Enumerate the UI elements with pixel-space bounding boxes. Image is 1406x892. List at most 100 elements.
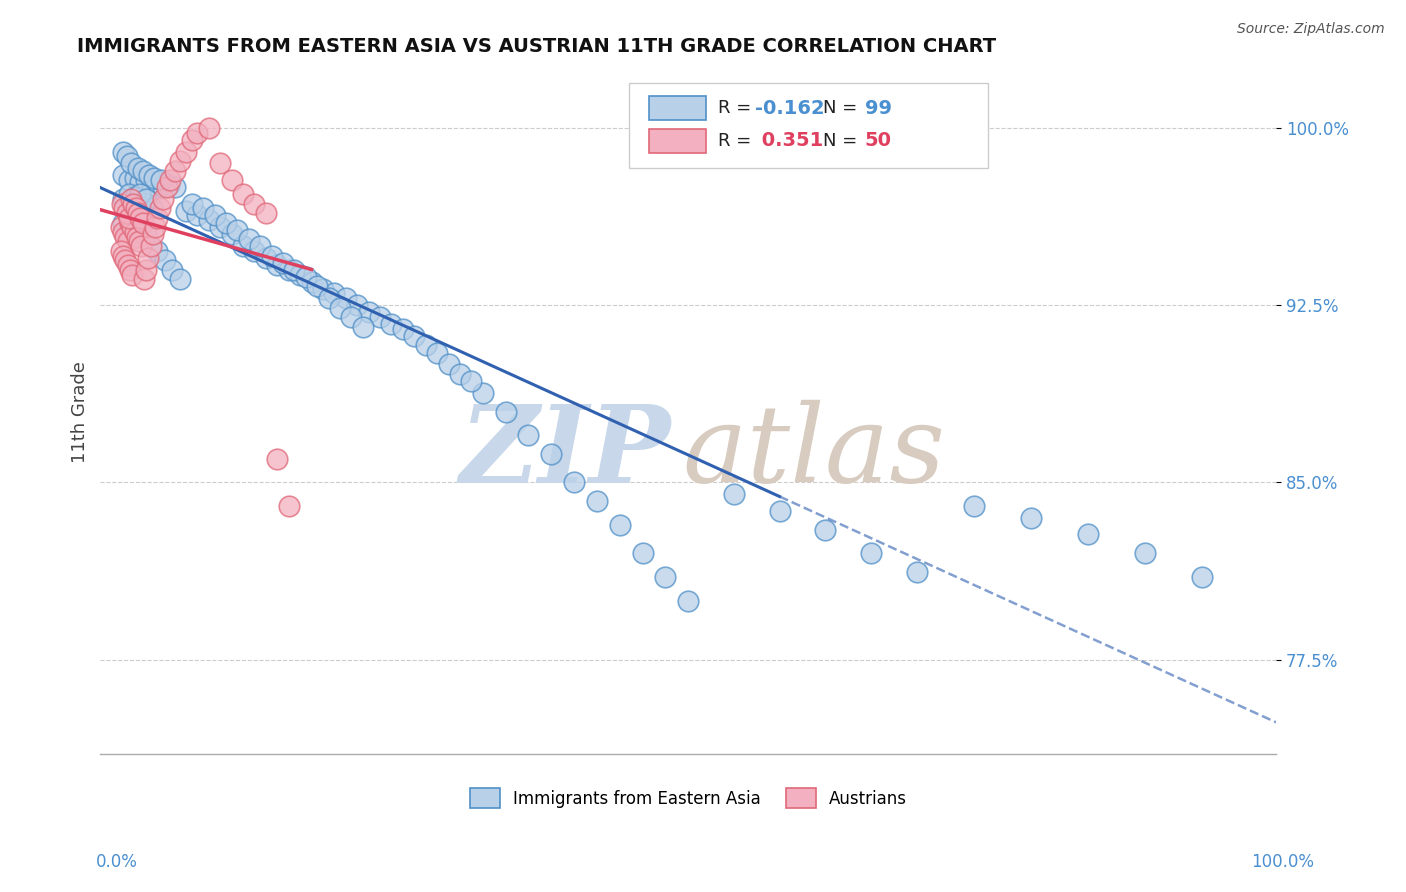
Point [517, 428, 540, 442]
Point [340, 310, 363, 324]
Point [121, 220, 143, 235]
Point [221, 173, 243, 187]
Point [859, 546, 882, 560]
Point [723, 487, 745, 501]
Point [198, 213, 221, 227]
Text: R =: R = [717, 132, 756, 150]
Point [426, 345, 449, 359]
Point [143, 170, 166, 185]
Text: 50: 50 [865, 131, 891, 151]
Point [495, 404, 517, 418]
Point [654, 570, 676, 584]
Point [266, 451, 288, 466]
Point [254, 251, 277, 265]
Point [415, 338, 437, 352]
Point [357, 305, 380, 319]
Point [120, 156, 142, 170]
Point [112, 192, 135, 206]
Point [283, 262, 305, 277]
Point [114, 229, 136, 244]
Point [127, 206, 149, 220]
Point [180, 133, 202, 147]
Point [437, 357, 460, 371]
Point [186, 126, 208, 140]
Point [215, 216, 238, 230]
Point [131, 163, 153, 178]
Point [143, 220, 166, 235]
Text: ZIP: ZIP [460, 400, 671, 506]
Point [301, 275, 323, 289]
Point [1077, 527, 1099, 541]
Point [129, 175, 152, 189]
Point [117, 258, 139, 272]
Point [174, 145, 197, 159]
Point [266, 258, 288, 272]
Point [111, 196, 134, 211]
Point [260, 249, 283, 263]
Point [471, 385, 494, 400]
Point [124, 222, 146, 236]
Point [352, 319, 374, 334]
Point [135, 196, 157, 211]
Point [238, 232, 260, 246]
Text: -0.162: -0.162 [755, 98, 825, 118]
Point [562, 475, 585, 490]
Point [135, 173, 157, 187]
Point [157, 178, 180, 192]
Point [209, 156, 232, 170]
Point [243, 244, 266, 258]
Point [141, 178, 163, 192]
Y-axis label: 11th Grade: 11th Grade [72, 360, 89, 463]
Point [768, 504, 790, 518]
Point [110, 244, 132, 258]
Point [118, 173, 141, 187]
Point [118, 187, 141, 202]
Point [631, 546, 654, 560]
Point [226, 222, 249, 236]
Point [186, 209, 208, 223]
Point [135, 192, 157, 206]
Point [1191, 570, 1213, 584]
Point [288, 268, 311, 282]
Point [254, 206, 277, 220]
FancyBboxPatch shape [630, 83, 988, 169]
Point [127, 161, 149, 176]
Point [209, 220, 232, 235]
Point [159, 173, 181, 187]
Point [271, 256, 294, 270]
Point [146, 175, 169, 189]
FancyBboxPatch shape [650, 95, 706, 120]
Point [131, 216, 153, 230]
Point [232, 187, 254, 202]
Point [162, 262, 184, 277]
Text: R =: R = [717, 99, 756, 117]
Point [112, 145, 135, 159]
Point [460, 374, 482, 388]
Point [277, 262, 299, 277]
Point [243, 196, 266, 211]
Point [676, 593, 699, 607]
Point [118, 220, 141, 235]
Point [404, 329, 426, 343]
Point [115, 206, 138, 220]
Point [152, 192, 174, 206]
Text: 99: 99 [865, 98, 891, 118]
Point [586, 494, 609, 508]
Point [155, 180, 177, 194]
Point [135, 262, 157, 277]
Point [814, 523, 837, 537]
Point [128, 235, 150, 249]
Point [335, 291, 357, 305]
Point [191, 202, 214, 216]
Point [114, 253, 136, 268]
Point [368, 310, 391, 324]
Point [124, 225, 146, 239]
Point [609, 518, 631, 533]
Point [115, 149, 138, 163]
Text: Source: ZipAtlas.com: Source: ZipAtlas.com [1237, 22, 1385, 37]
Point [138, 169, 160, 183]
Point [149, 173, 172, 187]
Point [124, 189, 146, 203]
Point [118, 216, 141, 230]
Point [112, 202, 135, 216]
